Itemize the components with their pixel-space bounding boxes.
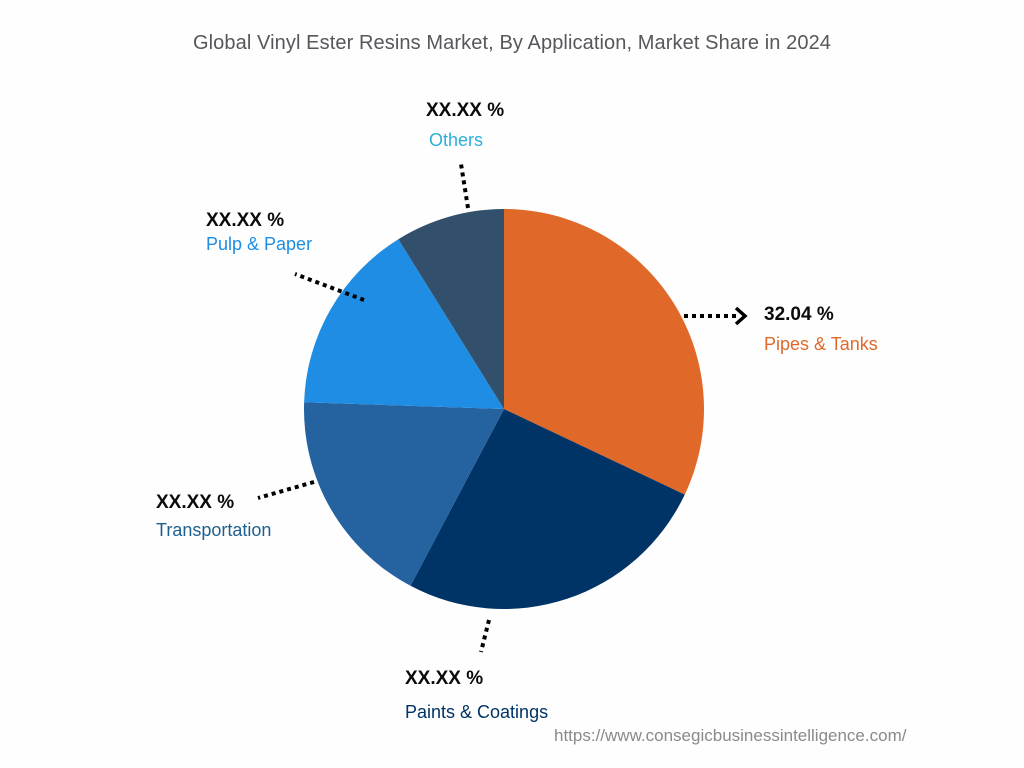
pie-slice-pulp-paper — [304, 239, 504, 409]
name-pulp-paper: Pulp & Paper — [206, 234, 313, 254]
name-paints-coatings: Paints & Coatings — [405, 702, 549, 722]
leader-paints-coatings — [479, 619, 491, 653]
label-paints-coatings: XX.XX % Paints & Coatings — [405, 668, 548, 723]
pie-slice-paints-coatings — [410, 409, 685, 609]
pct-pulp-paper: XX.XX % — [206, 210, 285, 231]
chart-title: Global Vinyl Ester Resins Market, By App… — [192, 32, 832, 54]
pie-slice-others — [398, 209, 504, 409]
label-pipes-tanks: 32.04 % Pipes & Tanks — [764, 304, 878, 355]
pct-paints-coatings: XX.XX % — [405, 668, 484, 689]
leader-others — [459, 163, 470, 209]
label-transportation: XX.XX % Transportation — [156, 492, 271, 541]
arrow-head-icon — [734, 306, 748, 326]
leader-transportation — [257, 480, 315, 500]
label-pulp-paper: XX.XX % Pulp & Paper — [206, 210, 312, 255]
pct-transportation: XX.XX % — [156, 492, 235, 513]
name-pipes-tanks: Pipes & Tanks — [764, 334, 878, 354]
pie-slices — [303, 209, 704, 609]
source-url: https://www.consegicbusinessintelligence… — [554, 726, 907, 745]
pie-slice-pipes-tanks — [504, 209, 704, 495]
pct-pipes-tanks: 32.04 % — [764, 304, 834, 325]
name-transportation: Transportation — [156, 520, 272, 540]
name-others: Others — [429, 130, 484, 150]
leader-lines — [257, 163, 740, 653]
pct-others: XX.XX % — [426, 100, 505, 121]
label-others: XX.XX % Others — [426, 100, 504, 151]
pie-slice-transportation — [303, 402, 504, 586]
